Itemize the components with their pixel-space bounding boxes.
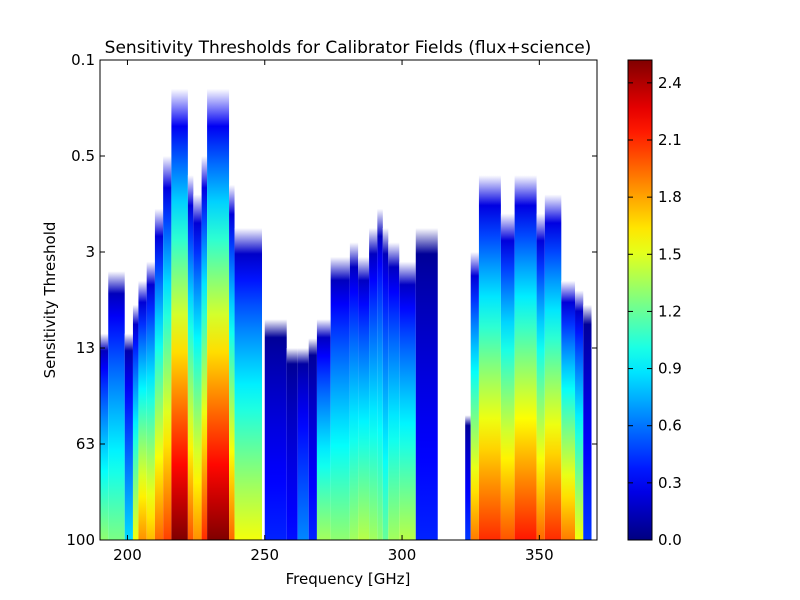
y-tick-label: 100	[66, 531, 95, 549]
heatmap-column	[514, 175, 537, 540]
colorbar-tick-label: 1.8	[658, 188, 682, 206]
heatmap-column	[399, 261, 416, 540]
colorbar-tick-label: 0.6	[658, 417, 682, 435]
y-axis: 0.1 0.5 3 13 63 100	[66, 51, 597, 549]
heatmap-column	[297, 348, 309, 540]
heatmap-column	[207, 88, 230, 540]
heatmap-column	[358, 256, 370, 540]
heatmap-column	[138, 280, 147, 540]
heatmap-column	[575, 290, 584, 540]
colorbar-tick-label: 0.0	[658, 531, 682, 549]
heatmap-column	[415, 228, 438, 540]
x-tick-label: 300	[388, 546, 417, 564]
colorbar-tick-label: 2.1	[658, 131, 682, 149]
heatmap-column	[478, 175, 501, 540]
colorbar-tick-label: 1.5	[658, 245, 682, 263]
heatmap-cells	[100, 88, 592, 540]
heatmap-column	[132, 304, 139, 540]
heatmap-column	[465, 415, 471, 540]
heatmap-column	[264, 319, 287, 540]
heatmap-column	[163, 156, 172, 540]
heatmap-column	[349, 242, 359, 540]
colorbar-tick-label: 2.4	[658, 74, 682, 92]
colorbar-tick-label: 0.3	[658, 474, 682, 492]
y-axis-label: Sensitivity Threshold	[41, 222, 59, 379]
heatmap-column	[124, 333, 133, 540]
heatmap-column	[583, 304, 592, 540]
y-tick-label: 13	[76, 339, 95, 357]
heatmap-column	[316, 319, 331, 540]
x-axis-label: Frequency [GHz]	[286, 570, 411, 588]
plot-frame	[99, 59, 598, 541]
heatmap-column	[561, 280, 576, 540]
heatmap-column	[108, 271, 125, 540]
heatmap-column	[544, 194, 562, 540]
chart-title: Sensitivity Thresholds for Calibrator Fi…	[105, 38, 592, 58]
heatmap-column	[470, 252, 479, 540]
x-tick-label: 250	[250, 546, 279, 564]
colorbar: 0.0 0.3 0.6 0.9 1.2 1.5 1.8 2.1 2.4	[627, 59, 682, 549]
y-tick-label: 0.5	[71, 147, 95, 165]
y-tick-label: 3	[85, 243, 95, 261]
heatmap-column	[500, 213, 515, 540]
y-tick-label: 63	[76, 435, 95, 453]
heatmap-column	[369, 228, 378, 540]
heatmap-column	[171, 88, 188, 540]
heatmap-column	[286, 348, 298, 540]
colorbar-scale	[627, 59, 653, 541]
heatmap-column	[377, 208, 383, 540]
heatmap-column	[234, 228, 263, 540]
heatmap-column	[146, 261, 155, 540]
heatmap-column	[330, 256, 350, 540]
heatmap-column	[193, 194, 202, 540]
heatmap-column	[187, 175, 194, 540]
heatmap-column	[536, 213, 545, 540]
heatmap-column	[308, 338, 317, 540]
heatmap-column	[100, 333, 109, 540]
x-tick-label: 200	[113, 546, 142, 564]
x-axis: 200 250 300 350	[113, 60, 554, 564]
heatmap-column	[388, 242, 400, 540]
colorbar-tick-label: 0.9	[658, 360, 682, 378]
heatmap-column	[229, 184, 235, 540]
y-tick-label: 0.1	[71, 51, 95, 69]
colorbar-tick-label: 1.2	[658, 302, 682, 320]
heatmap-column	[201, 156, 208, 540]
heatmap-column	[154, 208, 164, 540]
heatmap-column	[382, 228, 389, 540]
x-tick-label: 350	[525, 546, 554, 564]
